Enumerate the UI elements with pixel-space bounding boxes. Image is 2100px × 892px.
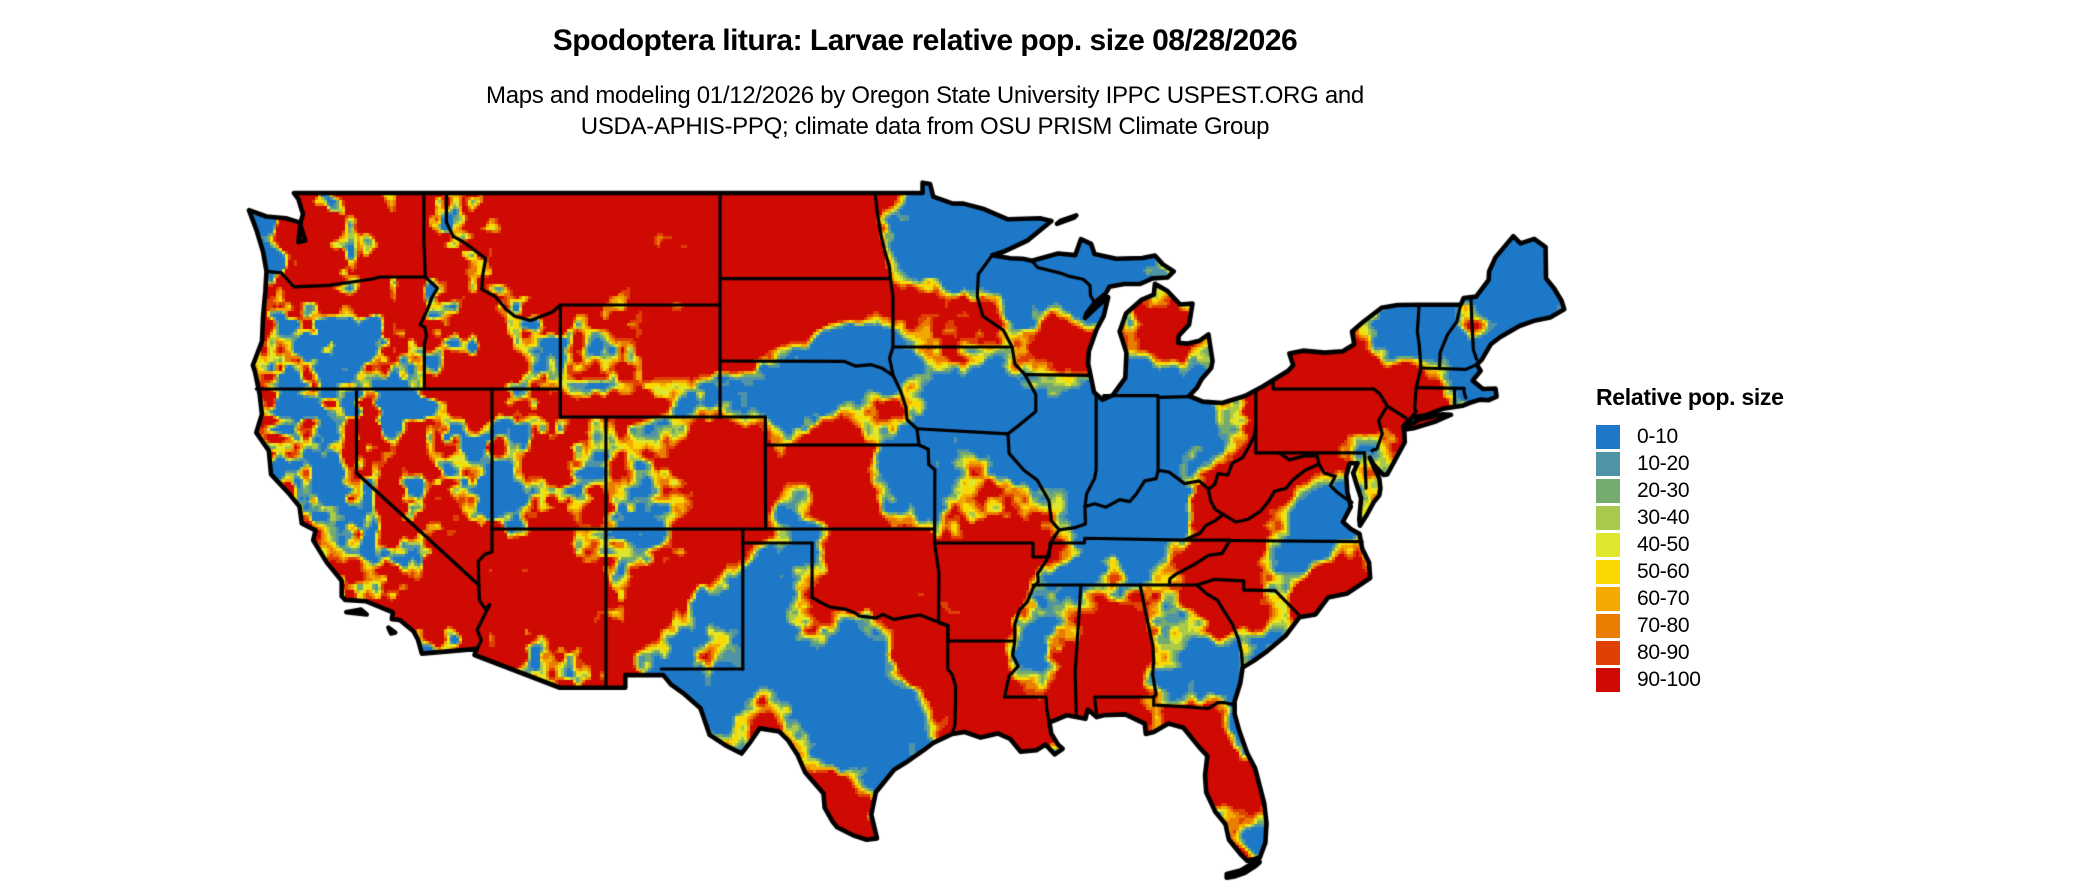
legend-class-label: 10-20 [1637, 451, 1690, 475]
legend-row: 30-40 [1596, 504, 1784, 531]
legend-row: 10-20 [1596, 450, 1784, 477]
legend-row: 20-30 [1596, 477, 1784, 504]
legend-class-label: 40-50 [1637, 532, 1690, 556]
legend-rows: 0-10 10-20 20-30 30-40 40-50 50-60 60-70 70-80 8… [1596, 423, 1784, 693]
legend-row: 60-70 [1596, 585, 1784, 612]
legend: Relative pop. size 0-10 10-20 20-30 30-40 40… [1596, 384, 1784, 693]
legend-class-label: 80-90 [1637, 640, 1690, 664]
legend-swatch [1596, 532, 1620, 557]
legend-swatch [1596, 613, 1620, 638]
legend-class-label: 50-60 [1637, 559, 1690, 583]
legend-swatch [1596, 559, 1620, 584]
legend-class-label: 0-10 [1637, 424, 1678, 448]
legend-row: 70-80 [1596, 612, 1784, 639]
legend-swatch [1596, 451, 1620, 476]
legend-row: 40-50 [1596, 531, 1784, 558]
legend-class-label: 70-80 [1637, 613, 1690, 637]
legend-class-label: 90-100 [1637, 667, 1701, 691]
legend-row: 50-60 [1596, 558, 1784, 585]
legend-swatch [1596, 505, 1620, 530]
legend-swatch [1596, 667, 1620, 692]
legend-class-label: 60-70 [1637, 586, 1690, 610]
legend-swatch [1596, 640, 1620, 665]
legend-row: 0-10 [1596, 423, 1784, 450]
legend-class-label: 30-40 [1637, 505, 1690, 529]
legend-class-label: 20-30 [1637, 478, 1690, 502]
legend-swatch [1596, 586, 1620, 611]
legend-row: 90-100 [1596, 666, 1784, 693]
legend-title: Relative pop. size [1596, 384, 1784, 410]
legend-row: 80-90 [1596, 639, 1784, 666]
legend-swatch [1596, 478, 1620, 503]
legend-swatch [1596, 424, 1620, 449]
